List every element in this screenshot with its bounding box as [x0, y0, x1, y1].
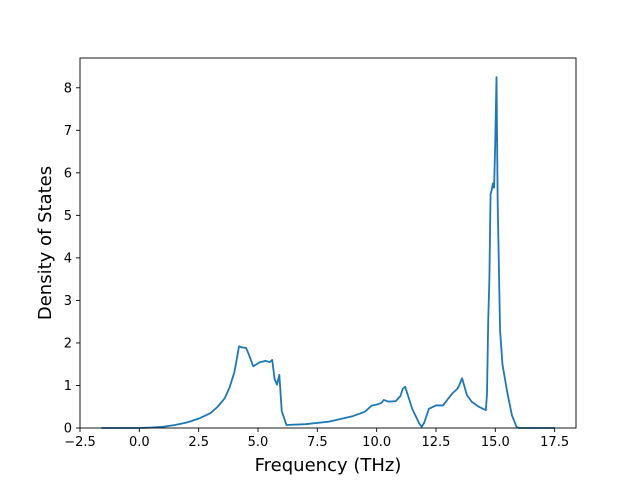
- ticks-layer: −2.5 0.0 2.5 5.0 7.5 10.0 12.5 15.0 17.5 0 1 2 3 4 5 6 7…: [64, 81, 569, 450]
- x-tick-label: 17.5: [540, 435, 569, 450]
- x-tick-label: 5.0: [248, 435, 269, 450]
- y-tick-label: 3: [64, 294, 72, 309]
- y-tick-label: 6: [64, 166, 72, 181]
- y-tick-label: 4: [64, 251, 72, 266]
- x-tick-label: 0.0: [129, 435, 150, 450]
- y-tick-label: 2: [64, 336, 72, 351]
- x-tick-label: −2.5: [64, 435, 96, 450]
- plot-frame: [79, 57, 577, 429]
- y-axis-label: Density of States: [35, 166, 56, 320]
- x-tick-label: 10.0: [362, 435, 391, 450]
- x-axis-label: Frequency (THz): [255, 455, 402, 476]
- x-tick-label: 15.0: [481, 435, 510, 450]
- y-tick-label: 5: [64, 209, 72, 224]
- y-tick-label: 1: [64, 379, 72, 394]
- dos-series-line: [101, 76, 555, 429]
- x-tick-label: 2.5: [188, 435, 209, 450]
- y-tick-label: 8: [64, 81, 72, 96]
- y-tick-label: 7: [64, 124, 72, 139]
- y-tick-label: 0: [64, 422, 72, 437]
- x-tick-label: 12.5: [422, 435, 451, 450]
- x-tick-label: 7.5: [307, 435, 328, 450]
